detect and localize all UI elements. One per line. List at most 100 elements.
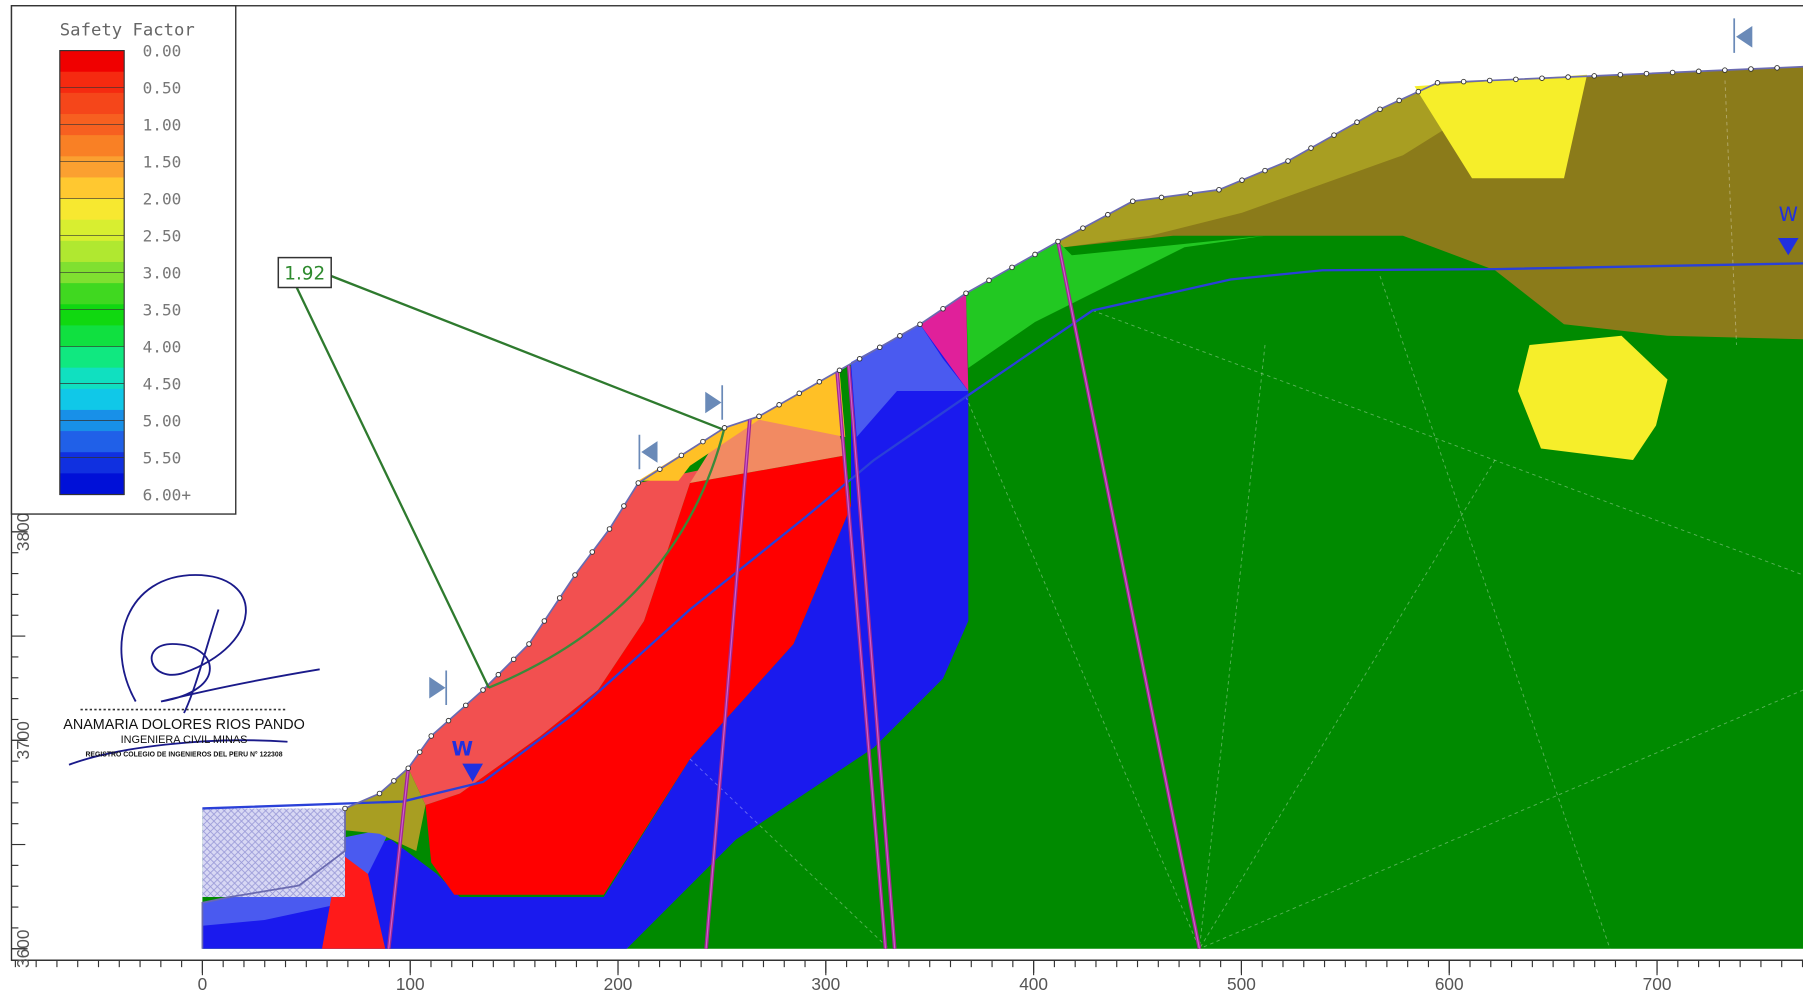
legend-label: 1.50 [143, 152, 182, 171]
safety-factor-label: 1.92 [284, 263, 325, 284]
surface-node [757, 414, 762, 419]
surface-node [463, 703, 468, 708]
surface-node [987, 278, 992, 283]
surface-node [1592, 74, 1597, 79]
surface-node [429, 734, 434, 739]
surface-node [542, 619, 547, 624]
surface-node [1033, 252, 1038, 257]
surface-node [1618, 72, 1623, 77]
surface-node [1435, 81, 1440, 86]
legend-swatch [60, 325, 124, 347]
surface-node [622, 504, 627, 509]
x-tick-label: 500 [1227, 974, 1256, 994]
surface-node [1056, 239, 1061, 244]
legend-label: 3.50 [143, 300, 182, 319]
x-tick-label: 0 [198, 974, 208, 994]
legend-swatch [60, 431, 124, 453]
x-tick-label: 100 [396, 974, 425, 994]
legend-swatch [60, 93, 124, 115]
slope-model-view: 1.92 W W 01002003004 [0, 0, 1803, 994]
y-tick-label: 3600 [13, 930, 33, 968]
page: {"legend": {"title": "Safety Factor", "l… [0, 0, 1803, 994]
x-tick-label: 700 [1643, 974, 1672, 994]
surface-node [392, 779, 397, 784]
surface-node [1514, 77, 1519, 82]
surface-node [446, 718, 451, 723]
surface-node [964, 291, 969, 296]
surface-node [1670, 70, 1675, 75]
x-tick-label: 600 [1435, 974, 1464, 994]
surface-node [1188, 191, 1193, 196]
surface-node [877, 345, 882, 350]
legend-swatch [60, 304, 124, 326]
x-tick-label: 200 [604, 974, 633, 994]
surface-node [1487, 78, 1492, 83]
surface-node [837, 368, 842, 373]
surface-node [1309, 146, 1314, 151]
surface-node [1461, 79, 1466, 84]
surface-node [658, 467, 663, 472]
surface-node [1540, 76, 1545, 81]
x-tick-label: 400 [1019, 974, 1048, 994]
surface-node [1081, 226, 1086, 231]
surface-node [817, 380, 822, 385]
legend-swatch [60, 199, 124, 221]
legend-swatch [60, 156, 124, 178]
legend-swatch [60, 452, 124, 474]
surface-node [511, 657, 516, 662]
y-tick-label: 3800 [13, 513, 33, 551]
surface-node [797, 391, 802, 396]
surface-node [377, 791, 382, 796]
water-label: W [452, 738, 474, 761]
signature-name: ANAMARIA DOLORES RIOS PANDO [63, 717, 305, 733]
legend-swatch [60, 241, 124, 263]
surface-node [1106, 212, 1111, 217]
surface-node [590, 550, 595, 555]
surface-node [496, 672, 501, 677]
surface-node [722, 426, 727, 431]
surface-node [1723, 68, 1728, 73]
surface-node [607, 527, 612, 532]
surface-node [1286, 159, 1291, 164]
surface-node [1332, 133, 1337, 138]
surface-node [1775, 66, 1780, 71]
surface-node [1010, 265, 1015, 270]
legend-swatch [60, 220, 124, 242]
surface-node [857, 357, 862, 362]
surface-node [527, 642, 532, 647]
surface-node [1159, 195, 1164, 200]
surface-node [1566, 75, 1571, 80]
surface-node [918, 322, 923, 327]
surface-node [777, 403, 782, 408]
legend-label: 2.00 [143, 189, 182, 208]
legend-label: 0.50 [143, 78, 182, 97]
surface-node [1355, 120, 1360, 125]
surface-node [406, 766, 411, 771]
legend-label: 3.00 [143, 263, 182, 282]
surface-node [1240, 178, 1245, 183]
surface-node [701, 439, 706, 444]
surface-node [573, 573, 578, 578]
surface-node [1378, 107, 1383, 112]
surface-node [1644, 71, 1649, 76]
legend-swatch [60, 389, 124, 411]
legend-label: 5.50 [143, 448, 182, 467]
pond [202, 808, 345, 897]
surface-node [417, 750, 422, 755]
surface-node [636, 481, 641, 486]
surface-node [1217, 187, 1222, 192]
signature-title: INGENIERA CIVIL MINAS [121, 734, 248, 746]
legend-swatch [60, 177, 124, 199]
water-label: W [1779, 203, 1798, 226]
legend-label: 0.00 [143, 41, 182, 60]
legend-label: 1.00 [143, 115, 182, 134]
legend-label: 6.00+ [143, 485, 191, 504]
legend-title: Safety Factor [60, 21, 195, 41]
y-tick-label: 3700 [13, 721, 33, 759]
surface-node [1397, 98, 1402, 103]
x-tick-label: 300 [811, 974, 840, 994]
legend-swatch [60, 473, 124, 495]
legend-label: 5.00 [143, 411, 182, 430]
surface-node [1696, 69, 1701, 74]
